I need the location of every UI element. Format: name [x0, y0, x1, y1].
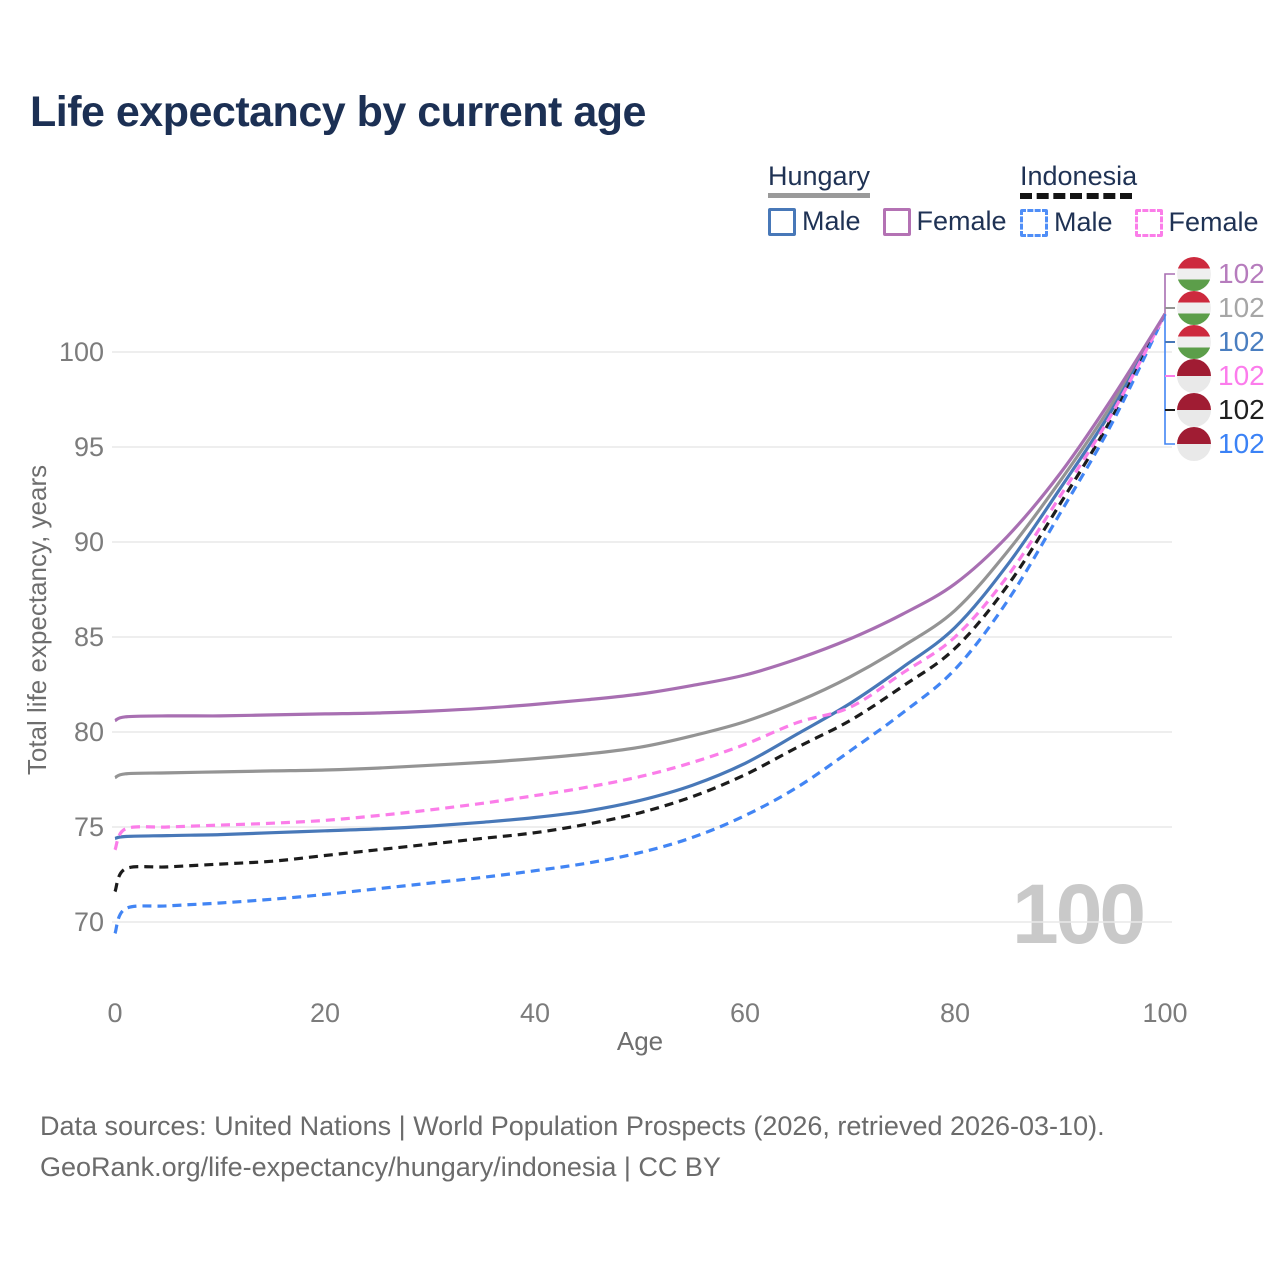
legend-group-indonesia: Indonesia Male Female — [1020, 161, 1259, 238]
end-value-indonesia-female: 102 — [1218, 360, 1265, 391]
footer-attribution: GeoRank.org/life-expectancy/hungary/indo… — [40, 1152, 721, 1182]
end-value-indonesia-both-sexes: 102 — [1218, 394, 1265, 425]
y-tick-95: 95 — [74, 432, 104, 462]
legend-item-hungary-female[interactable]: Female — [882, 206, 1007, 237]
y-tick-85: 85 — [74, 622, 104, 652]
hungary-flag-icon — [1177, 325, 1211, 359]
page-title: Life expectancy by current age — [30, 88, 646, 136]
leader-indonesia-male — [1164, 314, 1175, 445]
series-line-hungary-both-sexes[interactable] — [114, 313, 1167, 780]
indonesia-male-swatch-icon — [1020, 208, 1048, 237]
x-axis-title: Age — [617, 1026, 663, 1056]
y-tick-75: 75 — [74, 812, 104, 842]
hungary-male-swatch-icon — [768, 207, 796, 236]
end-label-row-hungary-both-sexes: 102 — [1177, 291, 1265, 325]
end-value-hungary-male: 102 — [1218, 326, 1265, 357]
end-label-row-indonesia-female: 102 — [1177, 359, 1265, 393]
series-line-hungary-male[interactable] — [114, 313, 1167, 840]
hungary-line-style-swatch — [768, 193, 870, 198]
y-tick-80: 80 — [74, 717, 104, 747]
legend-label-indonesia-male: Male — [1054, 207, 1113, 237]
footer-data-sources: Data sources: United Nations | World Pop… — [40, 1111, 1105, 1141]
y-tick-90: 90 — [74, 527, 104, 557]
end-label-row-indonesia-both-sexes: 102 — [1177, 393, 1265, 427]
series-line-indonesia-female[interactable] — [113, 313, 1167, 851]
indonesia-flag-icon — [1177, 393, 1211, 427]
legend-item-indonesia-male[interactable]: Male — [1020, 207, 1113, 238]
end-value-indonesia-male: 102 — [1218, 428, 1265, 459]
legend-country-indonesia[interactable]: Indonesia — [1020, 161, 1138, 191]
hungary-flag-icon — [1177, 257, 1211, 291]
series-line-hungary-female[interactable] — [114, 313, 1167, 723]
end-value-hungary-female: 102 — [1218, 258, 1265, 289]
legend-label-hungary-male: Male — [802, 206, 861, 236]
legend-group-hungary: Hungary Male Female — [768, 161, 1007, 237]
x-tick-60: 60 — [730, 998, 760, 1028]
footer: Data sources: United Nations | World Pop… — [40, 1106, 1105, 1188]
watermark-age-100: 100 — [1012, 867, 1146, 961]
y-tick-100: 100 — [59, 337, 104, 367]
end-label-row-hungary-female: 102 — [1177, 257, 1265, 291]
indonesia-flag-icon — [1177, 359, 1211, 393]
legend-item-indonesia-female[interactable]: Female — [1134, 207, 1259, 238]
leader-hungary-female — [1164, 273, 1175, 314]
legend-country-hungary[interactable]: Hungary — [768, 161, 871, 191]
y-tick-70: 70 — [74, 907, 104, 937]
x-tick-40: 40 — [520, 998, 550, 1028]
end-label-row-indonesia-male: 102 — [1177, 427, 1265, 461]
hungary-female-swatch-icon — [882, 207, 911, 236]
x-tick-20: 20 — [310, 998, 340, 1028]
x-tick-0: 0 — [107, 998, 122, 1028]
series-line-indonesia-both-sexes[interactable] — [113, 313, 1167, 893]
x-tick-100: 100 — [1142, 998, 1187, 1028]
legend-label-hungary-female: Female — [916, 206, 1007, 236]
hungary-flag-icon — [1177, 291, 1211, 325]
indonesia-line-style-swatch — [1020, 193, 1132, 199]
indonesia-flag-icon — [1177, 427, 1211, 461]
x-tick-80: 80 — [940, 998, 970, 1028]
legend-label-indonesia-female: Female — [1168, 207, 1259, 237]
series-line-indonesia-male[interactable] — [113, 313, 1167, 935]
y-axis-title: Total life expectancy, years — [22, 465, 52, 775]
end-label-row-hungary-male: 102 — [1177, 325, 1265, 359]
end-value-hungary-both-sexes: 102 — [1218, 292, 1265, 323]
indonesia-female-swatch-icon — [1134, 208, 1163, 237]
legend-item-hungary-male[interactable]: Male — [768, 206, 861, 237]
